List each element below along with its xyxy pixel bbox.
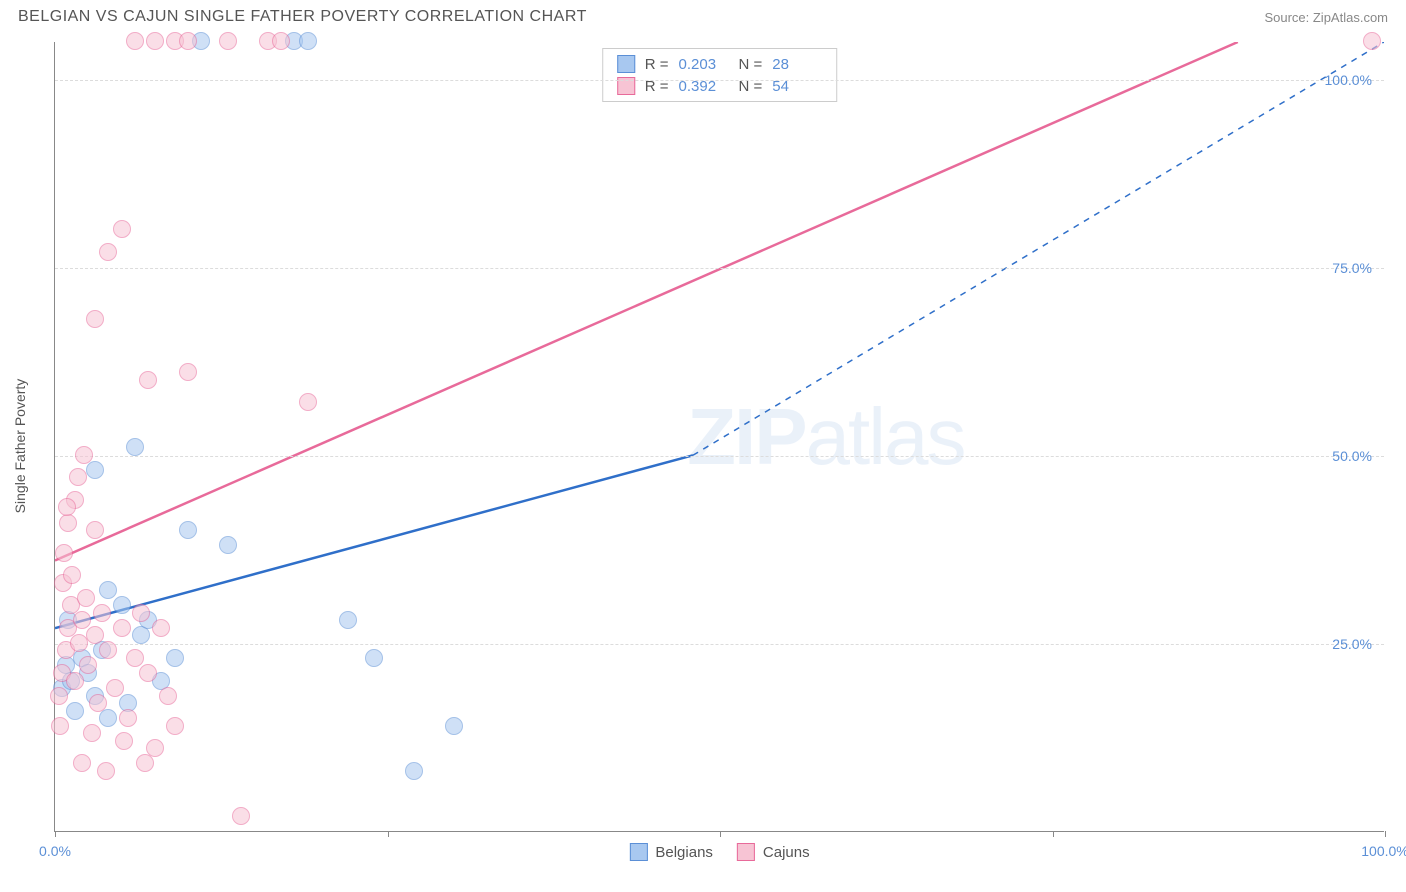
stats-legend: R = 0.203N = 28R = 0.392N = 54 (602, 48, 838, 102)
data-point (66, 702, 84, 720)
data-point (219, 536, 237, 554)
data-point (115, 732, 133, 750)
data-point (166, 717, 184, 735)
data-point (97, 762, 115, 780)
data-point (126, 649, 144, 667)
legend-item: Belgians (629, 843, 713, 861)
data-point (75, 446, 93, 464)
data-point (159, 687, 177, 705)
data-point (77, 589, 95, 607)
data-point (152, 619, 170, 637)
data-point (63, 566, 81, 584)
data-point (219, 32, 237, 50)
data-point (299, 393, 317, 411)
x-tick (720, 831, 721, 837)
data-point (86, 626, 104, 644)
legend-label: Belgians (655, 844, 713, 861)
stats-row: R = 0.392N = 54 (603, 75, 837, 97)
data-point (55, 544, 73, 562)
data-point (113, 596, 131, 614)
data-point (89, 694, 107, 712)
data-point (58, 498, 76, 516)
data-point (1363, 32, 1381, 50)
data-point (86, 521, 104, 539)
data-point (146, 32, 164, 50)
data-point (73, 754, 91, 772)
data-point (126, 32, 144, 50)
data-point (232, 807, 250, 825)
y-tick-label: 50.0% (1332, 448, 1372, 464)
data-point (126, 438, 144, 456)
data-point (139, 371, 157, 389)
legend-label: Cajuns (763, 844, 810, 861)
grid-line (55, 456, 1384, 457)
data-point (50, 687, 68, 705)
data-point (113, 220, 131, 238)
x-tick (1053, 831, 1054, 837)
series-legend: Belgians Cajuns (629, 843, 809, 861)
data-point (79, 656, 97, 674)
data-point (139, 664, 157, 682)
x-tick-label: 0.0% (39, 843, 71, 859)
data-point (51, 717, 69, 735)
stats-row: R = 0.203N = 28 (603, 53, 837, 75)
grid-line (55, 644, 1384, 645)
y-tick-label: 75.0% (1332, 260, 1372, 276)
y-tick-label: 100.0% (1325, 72, 1372, 88)
x-tick (55, 831, 56, 837)
legend-swatch (629, 843, 647, 861)
data-point (299, 32, 317, 50)
data-point (339, 611, 357, 629)
grid-line (55, 268, 1384, 269)
data-point (119, 709, 137, 727)
data-point (93, 604, 111, 622)
data-point (166, 649, 184, 667)
chart-title: BELGIAN VS CAJUN SINGLE FATHER POVERTY C… (18, 8, 587, 26)
x-tick-label: 100.0% (1361, 843, 1406, 859)
data-point (136, 754, 154, 772)
source-label: Source: ZipAtlas.com (1264, 10, 1388, 25)
y-tick-label: 25.0% (1332, 636, 1372, 652)
data-point (99, 581, 117, 599)
data-point (73, 611, 91, 629)
data-point (66, 672, 84, 690)
data-point (179, 521, 197, 539)
data-point (272, 32, 290, 50)
data-point (405, 762, 423, 780)
legend-item: Cajuns (737, 843, 810, 861)
data-point (86, 310, 104, 328)
data-point (69, 468, 87, 486)
data-point (365, 649, 383, 667)
data-point (99, 709, 117, 727)
data-point (86, 461, 104, 479)
watermark: ZIPatlas (687, 391, 964, 483)
trend-lines (55, 42, 1384, 831)
data-point (99, 641, 117, 659)
data-point (132, 604, 150, 622)
data-point (113, 619, 131, 637)
y-axis-label: Single Father Poverty (12, 379, 28, 514)
grid-line (55, 80, 1384, 81)
x-tick (388, 831, 389, 837)
data-point (445, 717, 463, 735)
chart-plot-area: ZIPatlas R = 0.203N = 28R = 0.392N = 54 … (54, 42, 1384, 832)
data-point (179, 32, 197, 50)
data-point (83, 724, 101, 742)
data-point (106, 679, 124, 697)
legend-swatch (737, 843, 755, 861)
data-point (179, 363, 197, 381)
data-point (99, 243, 117, 261)
legend-swatch (617, 55, 635, 73)
x-tick (1385, 831, 1386, 837)
